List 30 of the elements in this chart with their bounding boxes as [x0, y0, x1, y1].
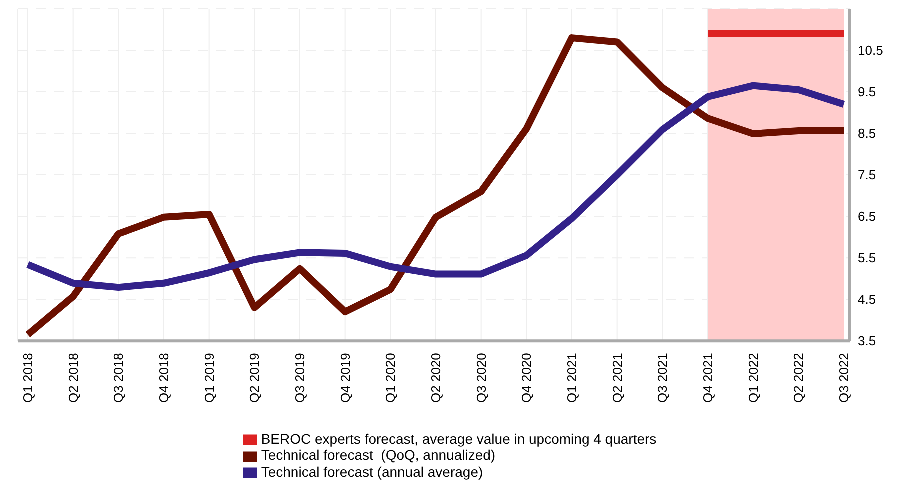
y-tick-label: 9.5 — [858, 84, 876, 100]
y-tick-label: 5.5 — [858, 250, 876, 266]
y-tick-label: 7.5 — [858, 168, 876, 183]
x-tick-label: Q3 2021 — [655, 353, 670, 403]
x-tick-label: Q4 2019 — [338, 353, 353, 403]
x-tick-label: Q3 2019 — [292, 353, 308, 403]
x-tick-label: Q3 2018 — [111, 353, 126, 403]
y-tick-label: 4.5 — [858, 292, 876, 308]
x-tick-label: Q1 2018 — [20, 353, 36, 403]
y-tick-label: 8.5 — [858, 126, 876, 142]
x-tick-label: Q1 2020 — [383, 353, 398, 403]
x-tick-label: Q2 2019 — [247, 353, 262, 403]
legend-label: BEROC experts forecast, average value in upcoming 4 quarters — [261, 431, 657, 448]
y-tick-label: 3.5 — [858, 334, 876, 349]
legend-label: Technical forecast (QoQ, annualized) — [261, 447, 496, 464]
x-tick-label: Q1 2022 — [746, 353, 761, 403]
x-tick-label: Q4 2021 — [700, 353, 716, 403]
x-tick-label: Q2 2020 — [428, 353, 444, 403]
x-tick-label: Q3 2020 — [474, 353, 489, 403]
x-tick-label: Q2 2022 — [791, 353, 806, 403]
x-tick-label: Q4 2020 — [519, 353, 534, 403]
x-tick-label: Q2 2021 — [610, 353, 625, 403]
x-tick-label: Q3 2022 — [836, 353, 852, 403]
x-tick-label: Q2 2018 — [66, 353, 81, 403]
y-tick-label: 10.5 — [858, 43, 884, 58]
x-tick-label: Q1 2019 — [202, 353, 217, 403]
y-tick-label: 6.5 — [858, 209, 876, 224]
legend-label: Technical forecast (annual average) — [261, 464, 484, 480]
x-tick-label: Q4 2018 — [156, 353, 172, 403]
x-tick-label: Q1 2021 — [564, 353, 580, 403]
